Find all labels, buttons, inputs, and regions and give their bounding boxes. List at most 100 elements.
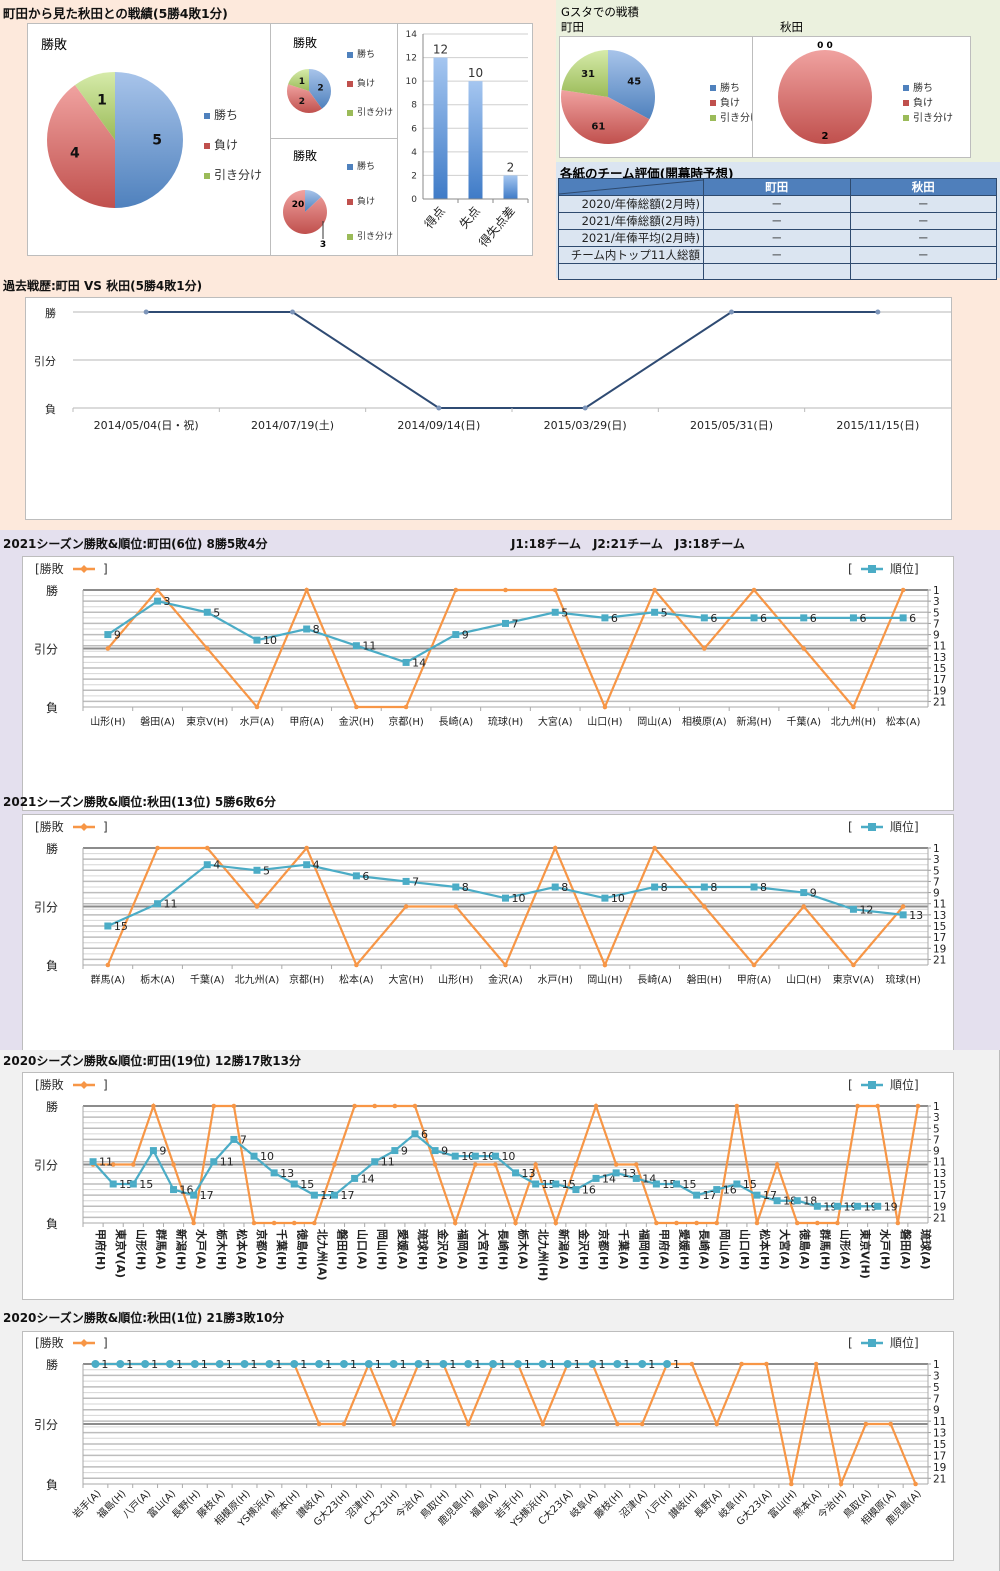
rank-point: [663, 1360, 672, 1368]
legend-bracket: [: [848, 820, 853, 834]
x-tick-label: 岡山(H): [376, 1229, 390, 1270]
rank-point: [592, 1174, 600, 1182]
pie-slice-win: [115, 72, 183, 208]
pie-data-label: 2: [822, 131, 829, 142]
x-tick-label: 失点: [456, 203, 483, 231]
history-title: 過去戦歴:町田 VS 秋田(5勝4敗1分): [3, 279, 203, 293]
x-tick-label: 金沢(A): [488, 973, 523, 986]
evaluation-table: 町田 秋田 2020/年俸総額(2月時) － － 2021/年俸総額(2月時) …: [558, 178, 997, 280]
pie-slice-win: [608, 50, 655, 120]
result-point: [602, 704, 608, 710]
rank-point: [253, 636, 261, 644]
rank-data-label: 14: [412, 656, 426, 669]
result-point: [702, 904, 707, 909]
y-left-tick-label: 引分: [34, 1418, 58, 1432]
x-tick-label: 琉球(A): [919, 1229, 933, 1270]
result-point: [372, 1103, 378, 1109]
y-right-tick-label: 19: [933, 1462, 946, 1474]
x-tick-label: 得失点差: [475, 203, 517, 249]
pie-data-label: 5: [152, 133, 162, 149]
result-point: [900, 904, 906, 909]
x-tick-label: 山形(H): [438, 974, 473, 986]
rank-data-label: 1: [275, 1358, 282, 1371]
legend-rank-label: 順位]: [890, 1335, 919, 1350]
result-point: [204, 646, 210, 651]
m2020-chart: [勝敗][順位] 1 3 5 7 9 11 13 15 17 19 21 勝引分負甲府(H) 東京V(A)…: [22, 1072, 954, 1300]
rank-data-label: 6: [859, 612, 866, 625]
rank-data-label: 10: [481, 1150, 495, 1163]
rank-point: [733, 1180, 741, 1188]
x-tick-label: 栃木(A): [140, 973, 175, 986]
evaluation-cell: －: [849, 212, 997, 230]
evaluation-cell: －: [849, 246, 997, 264]
rank-data-label: 1: [325, 1358, 332, 1371]
evaluation-title: 各紙のチーム評価(開幕時予想): [560, 166, 734, 181]
home-pie-chart: 勝敗 2 2 1 勝ち 負け 引き分け: [270, 23, 398, 139]
rank-point: [104, 631, 112, 639]
legend-result-label: [勝敗: [35, 561, 64, 576]
rank-point: [502, 894, 509, 902]
legend-item-win: 勝ち: [347, 159, 375, 172]
rank-point: [750, 614, 758, 622]
rank-point: [352, 642, 360, 650]
history-point: [729, 309, 734, 315]
result-point: [552, 845, 558, 851]
evaluation-row: チーム内トップ11人総額 － －: [558, 246, 997, 264]
y-left-tick-label: 引分: [34, 901, 58, 915]
rank-point: [351, 1174, 359, 1182]
y-right-tick-label: 19: [933, 685, 946, 697]
history-point: [875, 309, 881, 315]
a2020-chart: [勝敗][順位] 1 3 5 7 9 11 13 15 17 19 21 勝引分負岩手(A) 福島(H) 八…: [22, 1331, 954, 1561]
legend-rank-marker: [868, 823, 876, 831]
result-point: [110, 1162, 116, 1167]
rank-point: [612, 1169, 620, 1177]
legend-label: 負け: [357, 197, 376, 207]
rank-data-label: 6: [611, 612, 618, 625]
pie-slice-draw: [561, 49, 608, 97]
result-point: [838, 1481, 844, 1487]
y-left-tick-label: 勝: [46, 841, 58, 856]
rank-point: [290, 1180, 298, 1188]
x-tick-label: 2014/05/04(日・祝): [94, 418, 199, 432]
rank-point: [793, 1197, 801, 1205]
rank-point: [700, 883, 708, 891]
rank-data-label: 9: [462, 629, 469, 642]
legend-swatch-win: [347, 163, 353, 170]
rank-data-label: 6: [909, 612, 916, 625]
legend-swatch-win: [903, 85, 909, 91]
rank-point: [849, 614, 857, 622]
legend-label: 勝ち: [720, 83, 740, 94]
result-point: [105, 646, 111, 651]
legend-label: 勝ち: [357, 162, 376, 172]
rank-point: [190, 1191, 198, 1199]
legend-swatch-win: [710, 85, 716, 91]
y-left-tick-label: 引分: [34, 1159, 58, 1173]
home-pie-title: 勝敗: [293, 36, 318, 50]
rank-data-label: 8: [760, 881, 767, 894]
y-left-tick-label: 勝: [46, 1099, 58, 1114]
legend-item-draw: 引き分け: [903, 109, 953, 124]
rank-data-label: 5: [263, 864, 270, 877]
rank-point: [651, 608, 659, 616]
evaluation-cell: [703, 263, 851, 280]
x-tick-label: 2015/11/15(日): [836, 419, 919, 432]
x-tick-label: 岡山(H): [587, 974, 622, 986]
pie-data-label: 31: [581, 69, 595, 80]
y-tick-label: 0: [411, 195, 417, 205]
y-right-tick-label: 17: [933, 1450, 946, 1462]
y-tick-label: 12: [406, 54, 417, 64]
x-tick-label: 愛媛(A): [396, 1229, 410, 1270]
result-point: [204, 845, 210, 851]
result-point: [863, 1421, 869, 1427]
evaluation-row-label: 2020/年俸総額(2月時): [558, 195, 704, 213]
rank-data-label: 7: [512, 617, 519, 630]
x-tick-label: 北九州(A): [235, 974, 280, 986]
history-point: [290, 309, 295, 315]
rank-point: [588, 1360, 597, 1368]
rank-data-label: 10: [611, 892, 625, 905]
rank-data-label: 6: [710, 612, 717, 625]
pie-slice-loss: [561, 90, 650, 144]
result-point: [403, 704, 409, 710]
rank-data-label: 18: [803, 1195, 817, 1208]
